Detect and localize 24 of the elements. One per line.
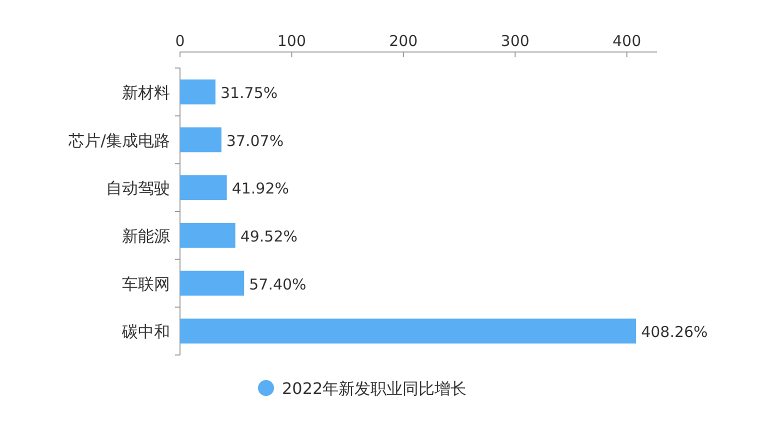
bar <box>180 270 244 296</box>
data-label: 49.52% <box>240 227 298 246</box>
legend-label: 2022年新发职业同比增长 <box>282 379 467 398</box>
bar <box>180 127 222 152</box>
y-tick-label: 芯片/集成电路 <box>68 130 170 150</box>
y-tick-label: 自动驾驶 <box>106 178 170 198</box>
data-label: 31.75% <box>220 84 278 102</box>
bar <box>180 318 636 344</box>
y-tick-label: 新能源 <box>122 226 170 246</box>
bar <box>180 79 216 104</box>
y-tick-label: 车联网 <box>122 274 170 294</box>
y-tick-label: 碳中和 <box>121 322 170 342</box>
bar <box>180 222 236 248</box>
data-label: 57.40% <box>249 275 306 294</box>
x-tick-label: 300 <box>500 32 530 50</box>
x-tick-label: 400 <box>612 32 642 50</box>
y-tick-label: 新材料 <box>122 82 170 102</box>
x-tick-label: 200 <box>389 32 418 50</box>
data-label: 37.07% <box>226 132 284 150</box>
data-label: 408.26% <box>641 323 708 342</box>
data-label: 41.92% <box>232 180 290 198</box>
x-tick-label: 0 <box>175 32 185 50</box>
bar <box>180 175 227 200</box>
x-tick-label: 100 <box>277 32 306 50</box>
